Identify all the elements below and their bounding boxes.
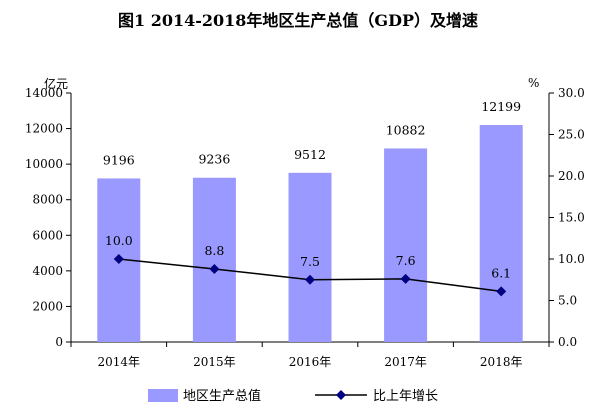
left-tick-label: 14000 [25, 86, 63, 100]
legend-bar-label: 地区生产总值 [183, 388, 261, 404]
left-tick-label: 4000 [32, 264, 63, 278]
gdp-bar-label: 10882 [386, 122, 426, 137]
growth-label: 6.1 [491, 265, 511, 280]
growth-marker [496, 286, 507, 297]
x-tick-label: 2015年 [193, 355, 236, 369]
legend-bar-swatch [148, 389, 178, 402]
x-tick-label: 2018年 [480, 355, 523, 369]
gdp-bar-label: 9512 [294, 147, 326, 162]
left-tick-label: 10000 [25, 157, 63, 171]
growth-label: 7.6 [396, 253, 416, 268]
left-tick-label: 0 [55, 335, 63, 349]
gdp-bar-label: 12199 [481, 99, 521, 114]
legend: 地区生产总值 比上年增长 [148, 388, 438, 404]
x-tick-label: 2014年 [98, 355, 141, 369]
left-tick-label: 8000 [32, 193, 63, 207]
legend-line-marker [336, 390, 346, 400]
right-tick-label: 5.0 [558, 294, 577, 308]
x-tick-label: 2016年 [289, 355, 332, 369]
legend-line-label: 比上年增长 [373, 389, 438, 404]
gdp-bar [479, 125, 523, 342]
growth-label: 8.8 [204, 243, 224, 258]
right-axis-unit: % [528, 76, 539, 90]
x-tick-label: 2017年 [384, 355, 427, 369]
growth-marker [113, 254, 124, 264]
gdp-bar [384, 148, 428, 342]
gdp-bar-label: 9236 [198, 152, 230, 167]
growth-marker [209, 263, 220, 274]
right-tick-label: 0.0 [558, 335, 577, 349]
bars [97, 125, 523, 342]
growth-line: 10.0 8.8 7.5 7.6 6.1 [105, 233, 511, 297]
right-tick-label: 25.0 [558, 128, 585, 142]
gdp-bar [192, 177, 236, 342]
growth-label: 10.0 [105, 233, 133, 248]
left-tick-label: 12000 [25, 122, 63, 136]
right-tick-label: 20.0 [558, 169, 585, 183]
right-tick-label: 30.0 [558, 86, 585, 100]
chart-title: 图1 2014-2018年地区生产总值（GDP）及增速 [118, 11, 478, 30]
tick-labels: 0 2000 4000 6000 8000 10000 12000 14000 0.0 5.0 10… [25, 86, 585, 369]
left-tick-label: 2000 [32, 299, 63, 313]
growth-marker [400, 273, 411, 284]
gdp-bar [288, 172, 332, 342]
right-tick-label: 15.0 [558, 211, 585, 225]
left-tick-label: 6000 [32, 228, 63, 242]
growth-label: 7.5 [300, 254, 320, 269]
gdp-bar-label: 9196 [103, 152, 135, 167]
right-tick-label: 10.0 [558, 252, 585, 266]
left-axis-unit: 亿元 [44, 76, 68, 91]
growth-marker [305, 274, 315, 285]
bar-labels: 9196 9236 9512 10882 12199 [103, 99, 521, 167]
